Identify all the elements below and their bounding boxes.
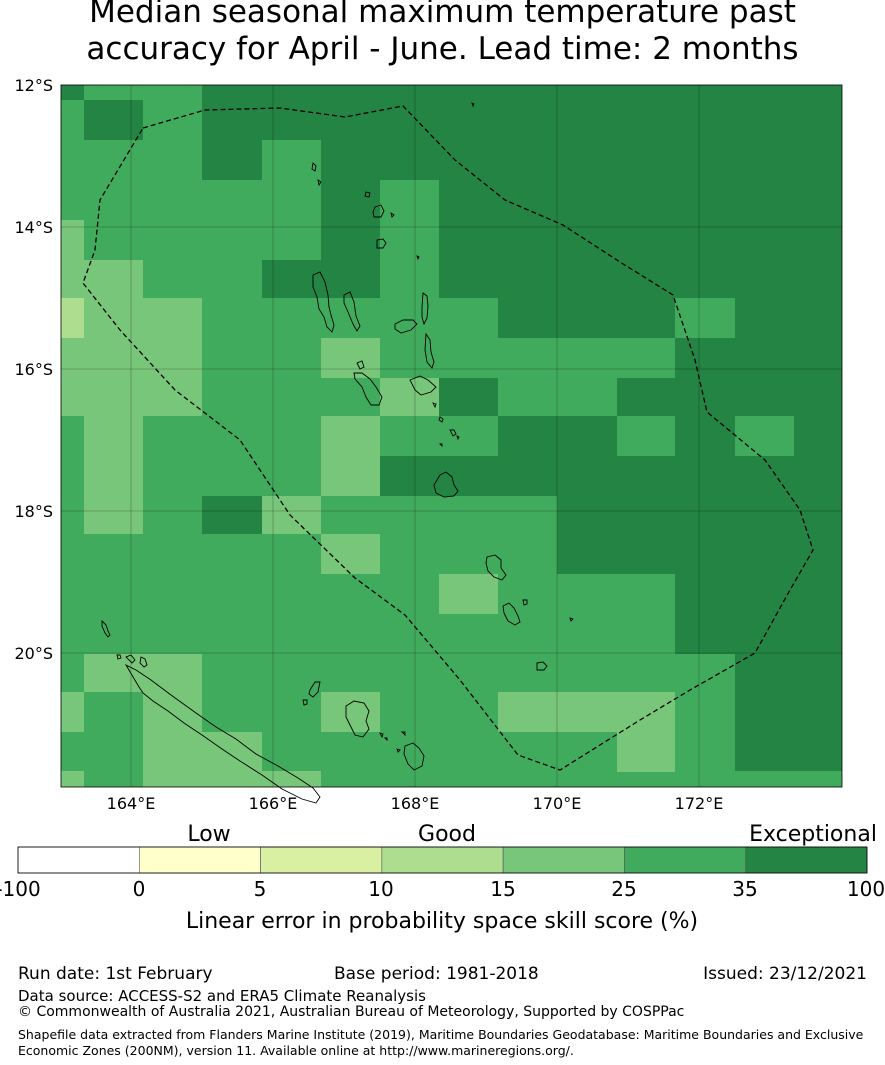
colorbar-tick: 0 — [133, 877, 146, 901]
colorbar-tick: 25 — [611, 877, 636, 901]
title-line-2: accuracy for April - June. Lead time: 2 … — [86, 31, 799, 67]
colorbar-segment — [381, 846, 504, 874]
base-period: Base period: 1981-2018 — [334, 964, 539, 984]
lon-label: 164°E — [107, 794, 156, 813]
copyright: © Commonwealth of Australia 2021, Austra… — [18, 1004, 685, 1020]
lon-label: 172°E — [675, 794, 724, 813]
lat-label: 18°S — [14, 502, 53, 521]
colorbar-tick: 5 — [254, 877, 267, 901]
colorbar-tick: 10 — [368, 877, 393, 901]
colorbar-tick: -100 — [0, 877, 41, 901]
lat-label: 12°S — [14, 76, 53, 95]
lat-label: 16°S — [14, 360, 53, 379]
colorbar-tick: 35 — [732, 877, 757, 901]
colorbar-segment — [502, 846, 625, 874]
colorbar-ticks: -100 0 5 10 15 25 35 100 — [0, 877, 885, 901]
map-panel — [60, 84, 843, 804]
colorbar-frame — [17, 846, 868, 874]
colorbar-segment — [138, 846, 261, 874]
title-line-1: Median seasonal maximum temperature past — [89, 0, 796, 30]
eez-boundary — [82, 105, 814, 771]
issued-date: Issued: 23/12/2021 — [703, 964, 867, 984]
skill-grid — [61, 85, 842, 787]
map-title: Median seasonal maximum temperature past… — [0, 0, 885, 68]
colorbar-segment — [260, 846, 383, 874]
colorbar: Low Good Exceptional -100 0 5 10 15 25 3… — [0, 822, 885, 934]
lon-label: 166°E — [249, 794, 298, 813]
lat-label: 20°S — [14, 644, 53, 663]
colorbar-segment — [745, 846, 868, 874]
lon-label: 168°E — [391, 794, 440, 813]
colorbar-segment — [17, 846, 140, 874]
colorbar-segment — [624, 846, 747, 874]
lon-label: 170°E — [533, 794, 582, 813]
map-gridlines — [61, 85, 842, 787]
colorbar-segments — [17, 846, 868, 874]
coastlines — [101, 102, 574, 804]
lat-label: 14°S — [14, 218, 53, 237]
category-exceptional: Exceptional — [749, 822, 877, 847]
colorbar-categories: Low Good Exceptional — [187, 822, 877, 847]
lon-axis: 164°E 166°E 168°E 170°E 172°E — [107, 794, 724, 813]
data-source: Data source: ACCESS-S2 and ERA5 Climate … — [18, 987, 426, 1005]
shapefile-credit-line-2: Economic Zones (200NM), version 11. Avai… — [18, 1043, 574, 1058]
category-low: Low — [187, 822, 230, 847]
lat-axis: 12°S 14°S 16°S 18°S 20°S — [14, 76, 53, 663]
colorbar-axis-label: Linear error in probability space skill … — [186, 909, 698, 934]
shapefile-credit-line-1: Shapefile data extracted from Flanders M… — [18, 1027, 864, 1042]
colorbar-tick: 15 — [490, 877, 515, 901]
map-frame — [60, 84, 843, 788]
category-good: Good — [418, 822, 476, 847]
run-date: Run date: 1st February — [18, 964, 213, 984]
colorbar-tick: 100 — [847, 877, 885, 901]
